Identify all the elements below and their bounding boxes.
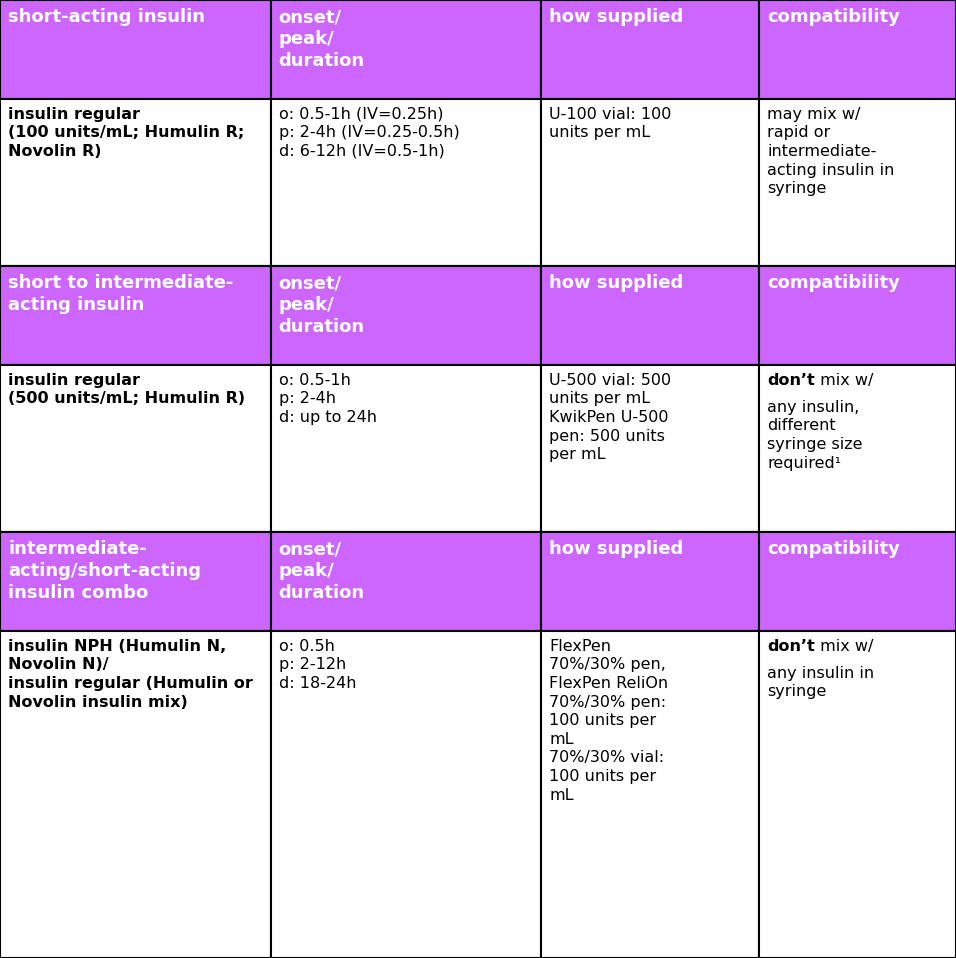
Bar (271, 532, 541, 630)
Bar (0, 266, 271, 365)
Bar (759, 266, 956, 365)
Bar (759, 0, 956, 99)
Text: FlexPen
70%/30% pen,
FlexPen ReliOn
70%/30% pen:
100 units per
mL
70%/30% vial:
: FlexPen 70%/30% pen, FlexPen ReliOn 70%/… (549, 639, 668, 803)
Bar (271, 365, 541, 532)
Text: compatibility: compatibility (767, 8, 900, 26)
Text: any insulin in
syringe: any insulin in syringe (767, 666, 874, 699)
Text: mix w/: mix w/ (815, 639, 873, 653)
Bar (541, 99, 759, 266)
Bar (759, 532, 956, 630)
Bar (271, 266, 541, 365)
Text: U-500 vial: 500
units per mL
KwikPen U-500
pen: 500 units
per mL: U-500 vial: 500 units per mL KwikPen U-5… (549, 373, 671, 462)
Text: o: 0.5-1h (IV=0.25h)
p: 2-4h (IV=0.25-0.5h)
d: 6-12h (IV=0.5-1h): o: 0.5-1h (IV=0.25h) p: 2-4h (IV=0.25-0.… (278, 106, 459, 159)
Bar (271, 0, 541, 99)
Bar (0, 630, 271, 958)
Text: onset/
peak/
duration: onset/ peak/ duration (278, 274, 364, 336)
Bar (0, 99, 271, 266)
Text: insulin regular
(500 units/mL; Humulin R): insulin regular (500 units/mL; Humulin R… (8, 373, 245, 406)
Bar (759, 365, 956, 532)
Text: U-100 vial: 100
units per mL: U-100 vial: 100 units per mL (549, 106, 671, 140)
Text: mix w/: mix w/ (815, 373, 873, 388)
Text: short to intermediate-
acting insulin: short to intermediate- acting insulin (8, 274, 233, 314)
Text: may mix w/
rapid or
intermediate-
acting insulin in
syringe: may mix w/ rapid or intermediate- acting… (767, 106, 895, 196)
Text: compatibility: compatibility (767, 274, 900, 292)
Bar (759, 99, 956, 266)
Text: don’t: don’t (767, 639, 815, 653)
Text: o: 0.5-1h
p: 2-4h
d: up to 24h: o: 0.5-1h p: 2-4h d: up to 24h (278, 373, 377, 425)
Bar (541, 365, 759, 532)
Text: how supplied: how supplied (549, 540, 684, 558)
Text: o: 0.5h
p: 2-12h
d: 18-24h: o: 0.5h p: 2-12h d: 18-24h (278, 639, 356, 691)
Bar (271, 630, 541, 958)
Bar (541, 266, 759, 365)
Bar (541, 0, 759, 99)
Text: insulin NPH (Humulin N,
Novolin N)/
insulin regular (Humulin or
Novolin insulin : insulin NPH (Humulin N, Novolin N)/ insu… (8, 639, 253, 710)
Text: intermediate-
acting/short-acting
insulin combo: intermediate- acting/short-acting insuli… (8, 540, 201, 603)
Bar (271, 99, 541, 266)
Text: compatibility: compatibility (767, 540, 900, 558)
Text: any insulin,
different
syringe size
required¹: any insulin, different syringe size requ… (767, 399, 862, 470)
Text: onset/
peak/
duration: onset/ peak/ duration (278, 8, 364, 70)
Bar (0, 365, 271, 532)
Text: short-acting insulin: short-acting insulin (8, 8, 205, 26)
Bar (0, 532, 271, 630)
Text: onset/
peak/
duration: onset/ peak/ duration (278, 540, 364, 603)
Text: how supplied: how supplied (549, 274, 684, 292)
Text: don’t: don’t (767, 373, 815, 388)
Bar (759, 630, 956, 958)
Text: how supplied: how supplied (549, 8, 684, 26)
Bar (0, 0, 271, 99)
Bar (541, 532, 759, 630)
Text: insulin regular
(100 units/mL; Humulin R;
Novolin R): insulin regular (100 units/mL; Humulin R… (8, 106, 244, 159)
Bar (541, 630, 759, 958)
